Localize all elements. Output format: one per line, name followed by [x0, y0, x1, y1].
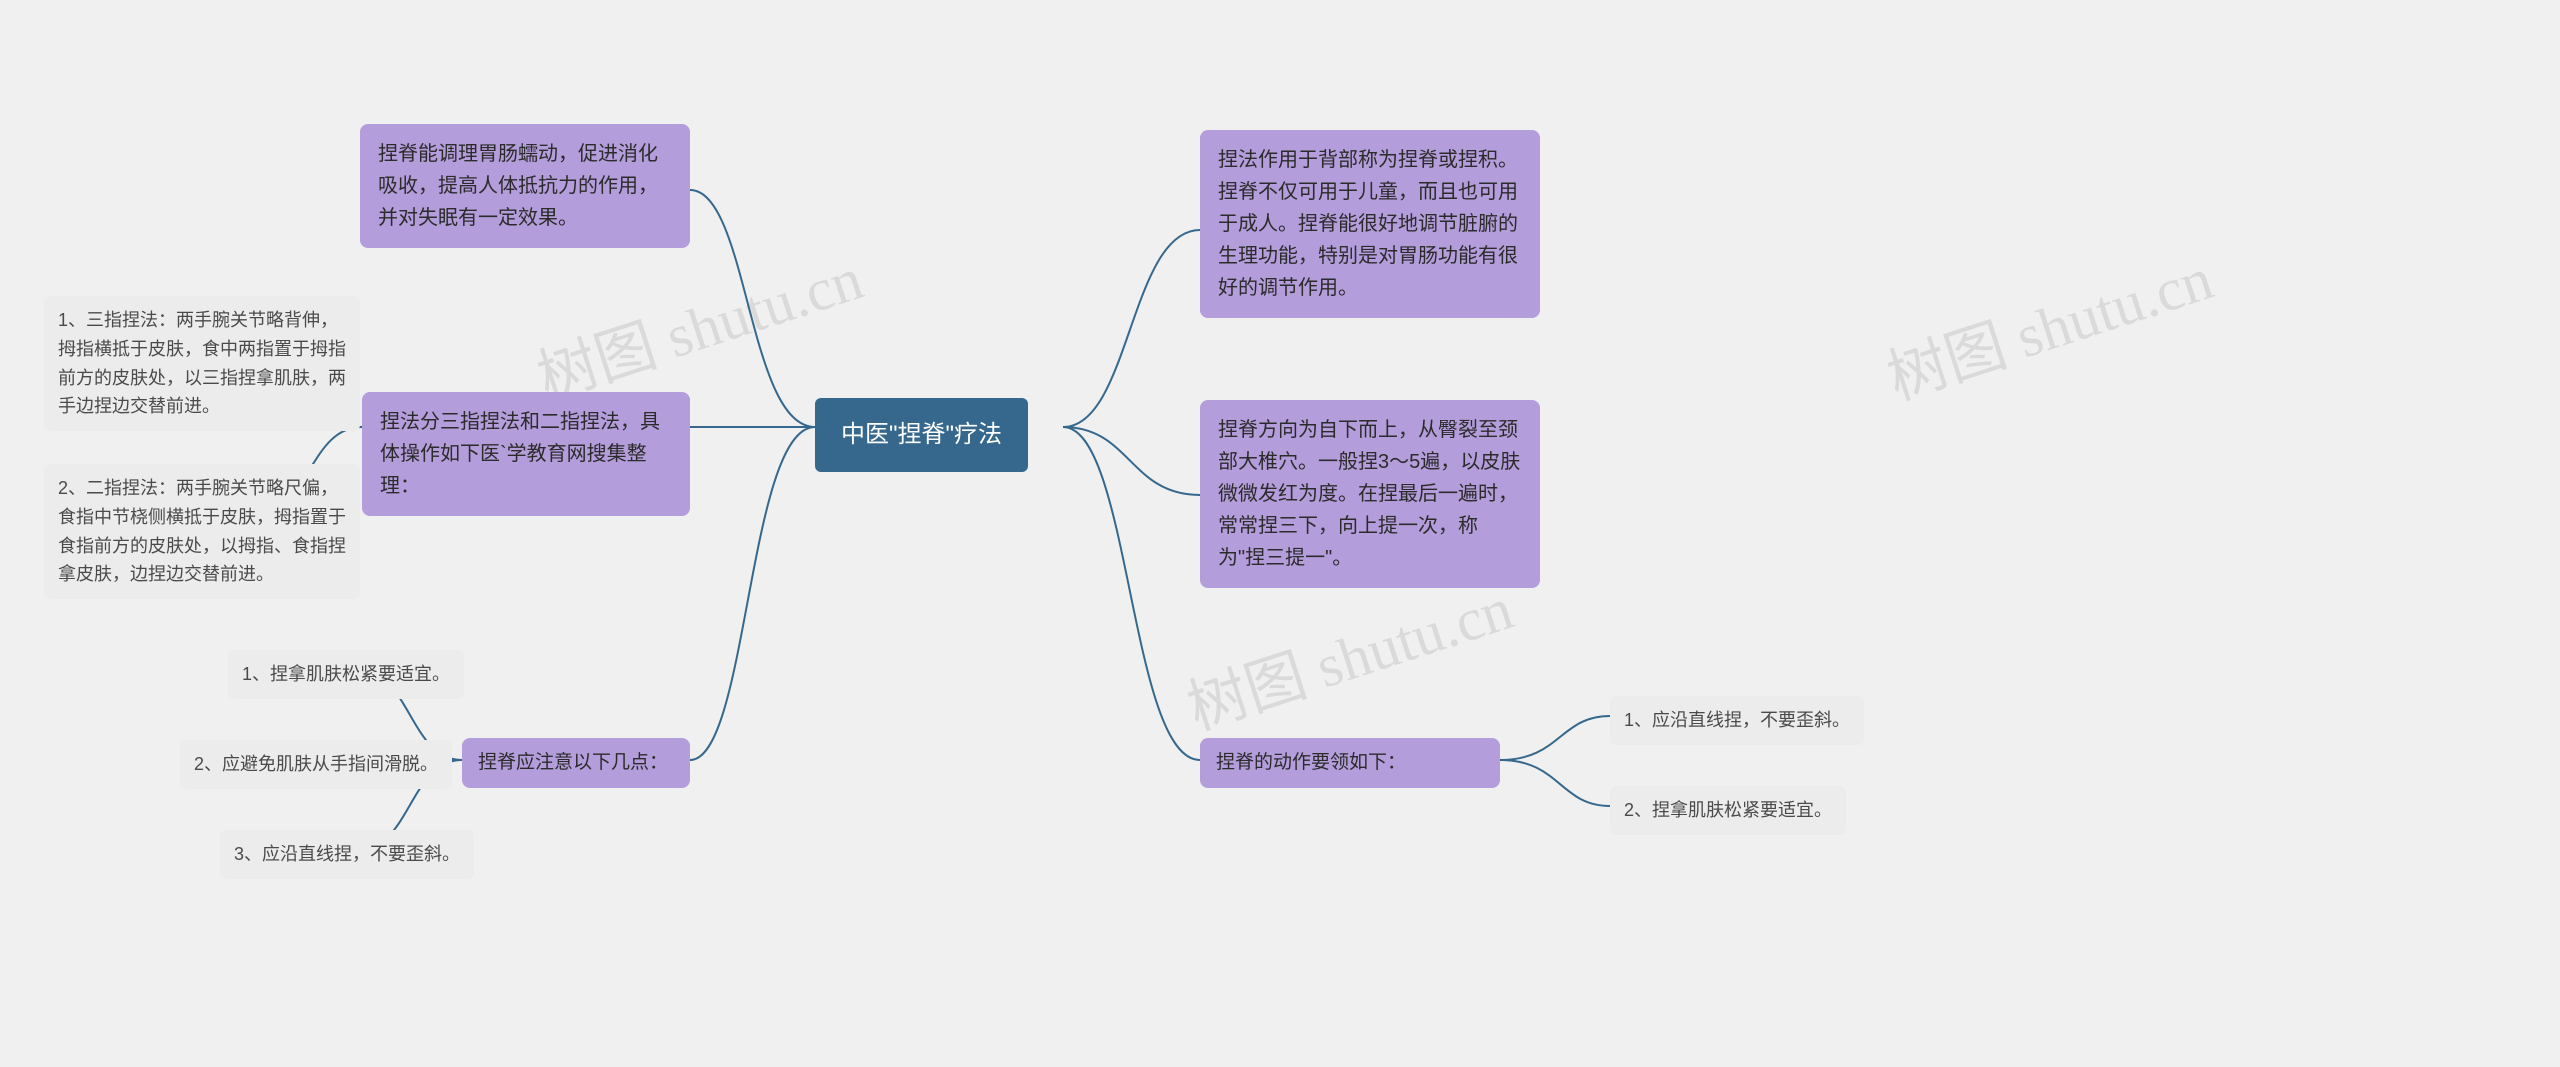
left-leaf-2b[interactable]: 2、二指捏法：两手腕关节略尺偏，食指中节桡侧横抵于皮肤，拇指置于食指前方的皮肤处… [44, 464, 360, 599]
left-leaf-3a[interactable]: 1、捏拿肌肤松紧要适宜。 [228, 650, 464, 699]
left-leaf-2a[interactable]: 1、三指捏法：两手腕关节略背伸，拇指横抵于皮肤，食中两指置于拇指前方的皮肤处，以… [44, 296, 360, 431]
left-leaf-3c[interactable]: 3、应沿直线捏，不要歪斜。 [220, 830, 474, 879]
right-leaf-3a[interactable]: 1、应沿直线捏，不要歪斜。 [1610, 696, 1864, 745]
right-leaf-3b-text: 2、捏拿肌肤松紧要适宜。 [1624, 800, 1832, 820]
left-leaf-2a-text: 1、三指捏法：两手腕关节略背伸，拇指横抵于皮肤，食中两指置于拇指前方的皮肤处，以… [58, 310, 346, 416]
right-leaf-3a-text: 1、应沿直线捏，不要歪斜。 [1624, 710, 1850, 730]
left-leaf-3b-text: 2、应避免肌肤从手指间滑脱。 [194, 754, 438, 774]
left-node-1-text: 捏脊能调理胃肠蠕动，促进消化吸收，提高人体抵抗力的作用，并对失眠有一定效果。 [378, 143, 658, 229]
watermark: 树图 shutu.cn [1175, 560, 1522, 747]
root-node[interactable]: 中医"捏脊"疗法 [815, 398, 1028, 472]
left-leaf-2b-text: 2、二指捏法：两手腕关节略尺偏，食指中节桡侧横抵于皮肤，拇指置于食指前方的皮肤处… [58, 478, 346, 584]
watermark: 树图 shutu.cn [525, 230, 872, 417]
left-node-1[interactable]: 捏脊能调理胃肠蠕动，促进消化吸收，提高人体抵抗力的作用，并对失眠有一定效果。 [360, 124, 690, 248]
right-leaf-3b[interactable]: 2、捏拿肌肤松紧要适宜。 [1610, 786, 1846, 835]
left-node-2[interactable]: 捏法分三指捏法和二指捏法，具体操作如下医`学教育网搜集整理： [362, 392, 690, 516]
right-node-2-text: 捏脊方向为自下而上，从臀裂至颈部大椎穴。一般捏3～5遍，以皮肤微微发红为度。在捏… [1218, 419, 1520, 569]
left-node-3-text: 捏脊应注意以下几点： [478, 752, 668, 773]
watermark: 树图 shutu.cn [1875, 230, 2222, 417]
left-node-2-text: 捏法分三指捏法和二指捏法，具体操作如下医`学教育网搜集整理： [380, 411, 660, 497]
left-node-3[interactable]: 捏脊应注意以下几点： [462, 738, 690, 788]
right-node-1[interactable]: 捏法作用于背部称为捏脊或捏积。捏脊不仅可用于儿童，而且也可用于成人。捏脊能很好地… [1200, 130, 1540, 318]
right-node-2[interactable]: 捏脊方向为自下而上，从臀裂至颈部大椎穴。一般捏3～5遍，以皮肤微微发红为度。在捏… [1200, 400, 1540, 588]
right-node-3-text: 捏脊的动作要领如下： [1216, 752, 1406, 773]
left-leaf-3a-text: 1、捏拿肌肤松紧要适宜。 [242, 664, 450, 684]
root-label: 中医"捏脊"疗法 [841, 421, 1002, 448]
right-node-3[interactable]: 捏脊的动作要领如下： [1200, 738, 1500, 788]
right-node-1-text: 捏法作用于背部称为捏脊或捏积。捏脊不仅可用于儿童，而且也可用于成人。捏脊能很好地… [1218, 149, 1518, 299]
left-leaf-3c-text: 3、应沿直线捏，不要歪斜。 [234, 844, 460, 864]
left-leaf-3b[interactable]: 2、应避免肌肤从手指间滑脱。 [180, 740, 452, 789]
